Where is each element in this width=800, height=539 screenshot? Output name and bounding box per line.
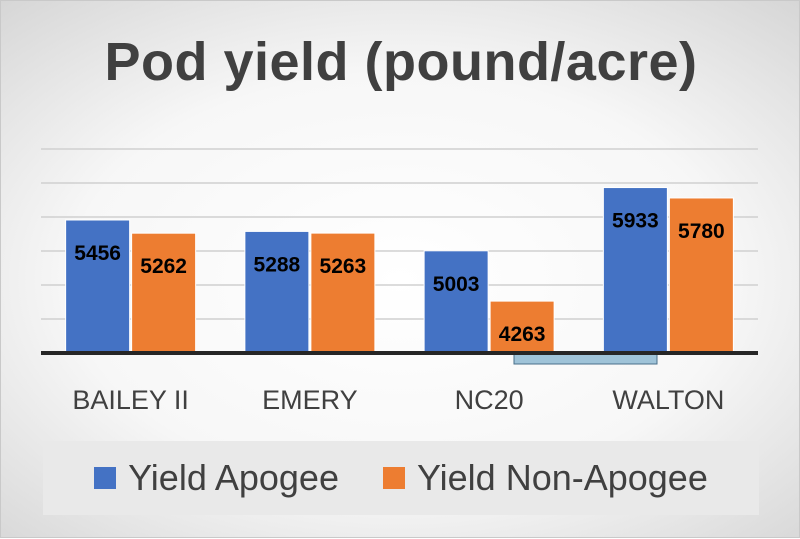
data-label: 5263 bbox=[320, 255, 367, 278]
legend-swatch-non-apogee bbox=[382, 467, 405, 489]
data-label: 5456 bbox=[74, 242, 121, 265]
legend-swatch-apogee bbox=[94, 467, 117, 489]
bar-non-apogee bbox=[131, 232, 197, 354]
data-label: 5933 bbox=[612, 210, 659, 233]
bar-non-apogee bbox=[310, 232, 376, 354]
legend-item-apogee: Yield Apogee bbox=[94, 457, 339, 499]
chart-title: Pod yield (pound/acre) bbox=[104, 32, 698, 92]
data-label: 5003 bbox=[433, 273, 480, 296]
scrollbar[interactable] bbox=[513, 353, 658, 365]
legend-label-non-apogee: Yield Non-Apogee bbox=[416, 457, 708, 498]
legend: Yield Apogee Yield Non-Apogee bbox=[43, 441, 759, 515]
bar-apogee bbox=[602, 187, 668, 354]
x-tick-label: WALTON bbox=[612, 385, 724, 415]
data-label: 5262 bbox=[140, 255, 187, 278]
bar-apogee bbox=[244, 230, 310, 354]
x-tick-label: BAILEY II bbox=[72, 385, 189, 415]
bar-apogee bbox=[423, 250, 489, 354]
bar-non-apogee bbox=[489, 300, 555, 354]
bar-non-apogee bbox=[668, 197, 734, 354]
data-label: 4263 bbox=[499, 323, 546, 346]
data-label: 5780 bbox=[678, 220, 725, 243]
legend-item-non-apogee: Yield Non-Apogee bbox=[382, 457, 708, 499]
data-label: 5288 bbox=[254, 253, 301, 276]
legend-label-apogee: Yield Apogee bbox=[128, 457, 339, 498]
x-tick-label: NC20 bbox=[455, 385, 524, 415]
x-tick-label: EMERY bbox=[262, 385, 358, 415]
bar-apogee bbox=[65, 219, 131, 354]
